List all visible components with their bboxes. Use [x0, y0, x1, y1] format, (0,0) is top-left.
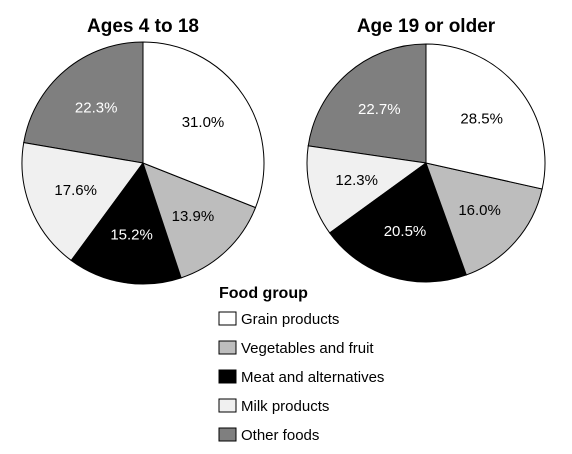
pie-data-label: 17.6%	[54, 182, 97, 199]
legend: Food group Grain products Vegetables and …	[219, 285, 384, 444]
legend-item-vegetables-and-fruit: Vegetables and fruit	[219, 340, 374, 357]
pie-age-19-or-older: Age 19 or older 28.5% 16.0% 20.5% 12.3% 22.7…	[307, 16, 545, 282]
pie-data-label: 13.9%	[172, 208, 215, 225]
legend-label: Milk products	[241, 398, 329, 415]
pie-data-label: 12.3%	[335, 172, 378, 189]
pie-data-label: 22.7%	[358, 101, 401, 118]
legend-label: Other foods	[241, 427, 319, 444]
pie-data-label: 31.0%	[182, 114, 225, 131]
legend-swatch	[219, 399, 236, 412]
pie-data-label: 16.0%	[458, 202, 501, 219]
legend-item-grain-products: Grain products	[219, 311, 339, 328]
pie-title-ages-4-to-18: Ages 4 to 18	[87, 16, 199, 37]
pie-data-label: 28.5%	[460, 110, 503, 127]
pie-data-label: 15.2%	[110, 227, 153, 244]
pie-ages-4-to-18: Ages 4 to 18 31.0% 13.9% 15.2% 17.6% 22.3%	[22, 16, 264, 284]
legend-swatch	[219, 312, 236, 325]
legend-item-milk-products: Milk products	[219, 398, 329, 415]
legend-swatch	[219, 341, 236, 354]
legend-item-other-foods: Other foods	[219, 427, 319, 444]
pie-data-label: 22.3%	[75, 100, 118, 117]
pie-title-age-19-or-older: Age 19 or older	[357, 16, 496, 37]
legend-label: Grain products	[241, 311, 339, 328]
legend-label: Meat and alternatives	[241, 369, 384, 386]
legend-swatch	[219, 370, 236, 383]
legend-swatch	[219, 428, 236, 441]
legend-label: Vegetables and fruit	[241, 340, 374, 357]
legend-title: Food group	[219, 285, 308, 302]
pie-data-label: 20.5%	[384, 223, 427, 240]
legend-item-meat-and-alternatives: Meat and alternatives	[219, 369, 384, 386]
